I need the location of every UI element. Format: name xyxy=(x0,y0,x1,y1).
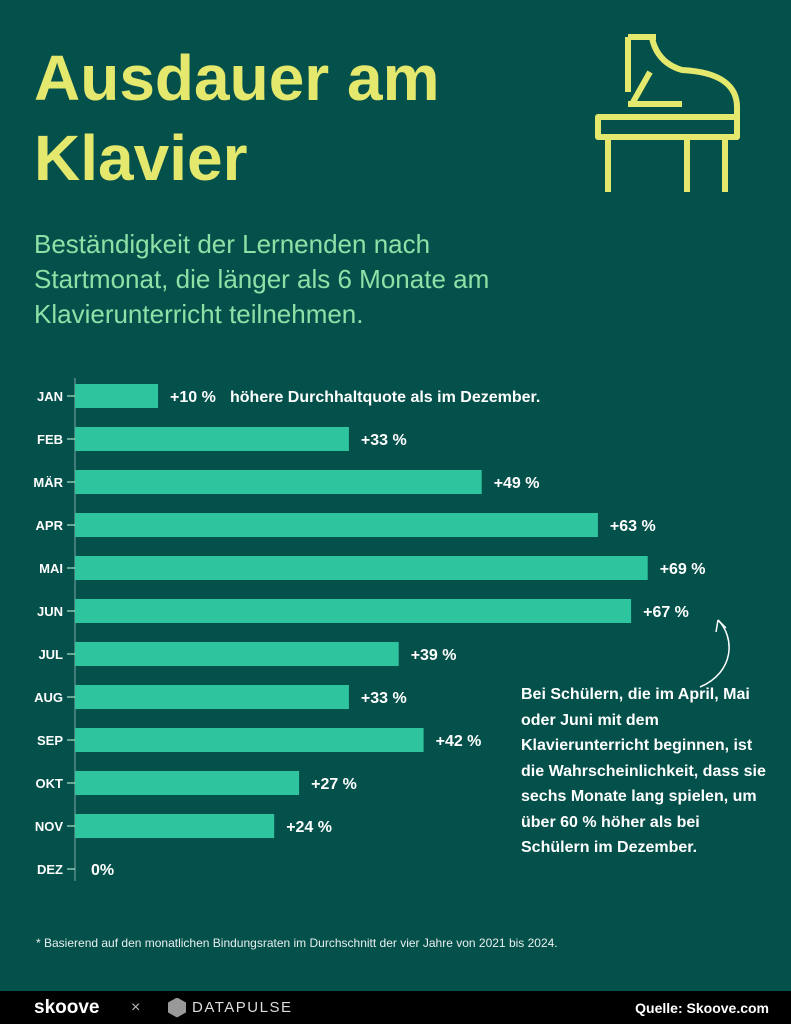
data-label: +63 % xyxy=(610,518,656,535)
bar-chart: JAN +10 % höhere Durchhaltquote als im Dez… xyxy=(33,378,706,881)
bar xyxy=(75,427,349,451)
data-label: +10 % xyxy=(170,389,216,406)
data-label: +33 % xyxy=(361,432,407,449)
tick-label: AUG xyxy=(34,690,63,705)
bar xyxy=(75,642,399,666)
source: Quelle: Skoove.com xyxy=(635,999,769,1016)
bar xyxy=(75,771,300,795)
bar xyxy=(75,513,598,537)
tick-label: JUN xyxy=(37,604,63,619)
tick-label: FEB xyxy=(37,432,63,447)
tick-label: APR xyxy=(36,518,64,533)
bar xyxy=(75,556,648,580)
footnote: * Basierend auf den monatlichen Bindungs… xyxy=(36,936,558,950)
subtitle: Beständigkeit der Lernenden nach Startmo… xyxy=(34,229,490,329)
datapulse-logo: DATAPULSE xyxy=(168,997,292,1018)
hexagon-icon xyxy=(168,997,186,1018)
tick-label: DEZ xyxy=(37,862,63,877)
data-label: +49 % xyxy=(494,475,540,492)
data-label: 0% xyxy=(91,862,114,879)
data-label: +24 % xyxy=(286,819,332,836)
data-label: +67 % xyxy=(643,604,689,621)
tick-label: JAN xyxy=(37,389,63,404)
annotation: Bei Schülern, die im April, Mai oder Jun… xyxy=(521,686,766,856)
bar xyxy=(75,470,482,494)
separator: × xyxy=(131,998,141,1016)
page-title: Ausdauer am Klavier xyxy=(34,42,440,194)
bar xyxy=(75,728,424,752)
bar xyxy=(75,384,158,408)
data-label: +69 % xyxy=(660,561,706,578)
jan-annotation: höhere Durchhaltquote als im Dezember. xyxy=(230,389,540,406)
grand-piano-icon xyxy=(595,34,740,192)
tick-label: OKT xyxy=(36,776,64,791)
tick-label: NOV xyxy=(35,819,64,834)
bar xyxy=(75,814,275,838)
bar xyxy=(75,599,632,623)
data-label: +33 % xyxy=(361,690,407,707)
data-label: +39 % xyxy=(411,647,457,664)
footer-bar: skoove × DATAPULSE Quelle: Skoove.com xyxy=(0,991,791,1024)
bar xyxy=(75,685,349,709)
data-label: +27 % xyxy=(311,776,357,793)
arrow-icon xyxy=(699,619,730,688)
data-label: +42 % xyxy=(436,733,482,750)
tick-label: MÄR xyxy=(33,475,63,490)
tick-label: JUL xyxy=(38,647,63,662)
tick-label: MAI xyxy=(39,561,63,576)
skoove-logo: skoove xyxy=(34,996,100,1018)
tick-label: SEP xyxy=(37,733,63,748)
